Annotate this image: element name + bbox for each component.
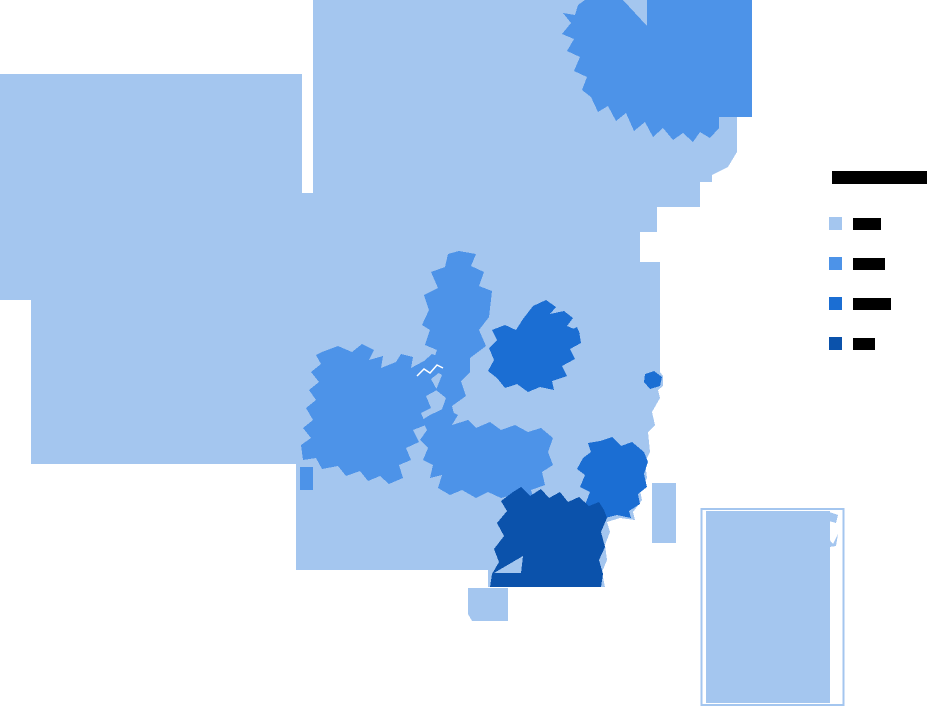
legend-label-3: [853, 298, 891, 310]
map-region-northeast[interactable]: [562, 0, 752, 142]
map-region-west[interactable]: [0, 0, 752, 587]
legend-label-1: [853, 218, 881, 230]
map-region-island-small[interactable]: [652, 483, 676, 543]
sea-inset-fill: [706, 511, 830, 703]
map-region-southwest-blob[interactable]: [301, 344, 443, 484]
legend-swatch-2: [829, 257, 842, 270]
map-region-small-west-square[interactable]: [300, 467, 313, 490]
map-region-south-wedge: [494, 556, 523, 573]
map-region-north-strip[interactable]: [422, 251, 492, 418]
map-region-southeast[interactable]: [577, 437, 648, 518]
map-region-east-coast-dot[interactable]: [644, 371, 662, 389]
sea-inset-island-1: [829, 512, 838, 523]
legend-label-2: [853, 258, 885, 270]
province-boundary-line: [416, 364, 444, 377]
legend-label-4: [853, 338, 875, 350]
legend-swatch-3: [829, 297, 842, 310]
legend-title-block: [832, 171, 927, 184]
legend-swatch-4: [829, 337, 842, 350]
sea-inset-island-2: [828, 534, 838, 547]
map-region-central[interactable]: [488, 300, 581, 392]
map-region-south-central[interactable]: [420, 408, 553, 498]
map-region-northeast-notch: [623, 0, 647, 26]
sea-inset-border: [700, 508, 845, 706]
map-region-central-speck: [571, 327, 580, 337]
legend-swatch-1: [829, 217, 842, 230]
map-region-island-south[interactable]: [468, 588, 508, 621]
